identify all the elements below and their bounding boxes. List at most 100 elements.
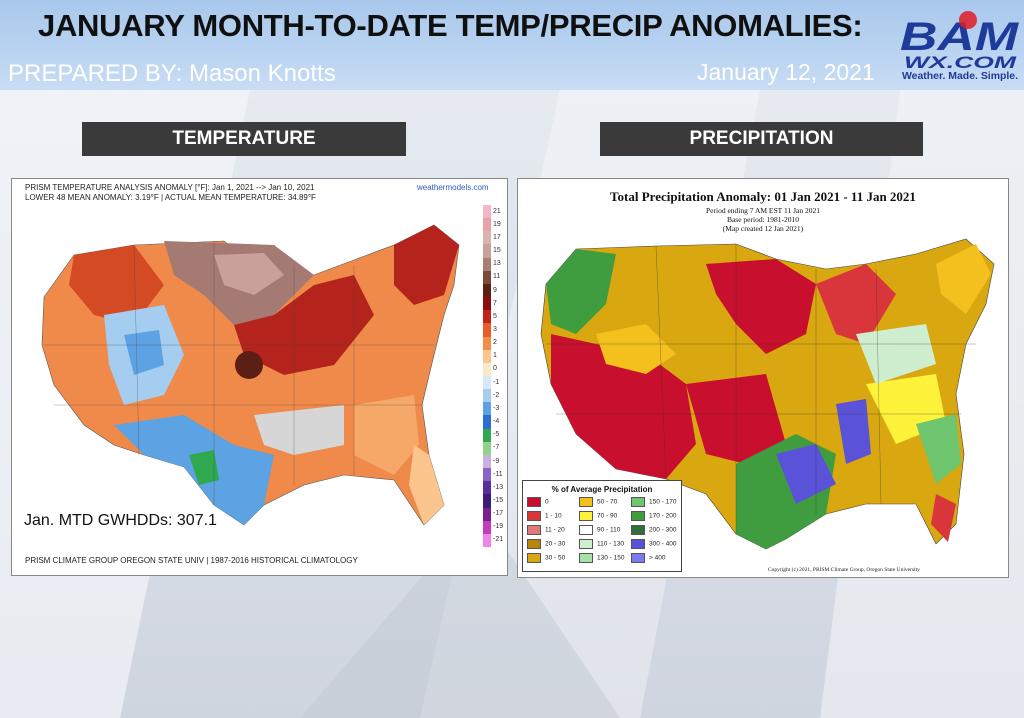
temp-scale-swatch bbox=[483, 454, 491, 469]
legend-label: 130 - 150 bbox=[597, 554, 625, 562]
temp-scale-swatch bbox=[483, 389, 491, 403]
temp-scale-swatch bbox=[483, 205, 491, 219]
legend-label: 110 - 130 bbox=[597, 540, 624, 548]
temp-scale-swatch bbox=[483, 310, 491, 324]
legend-items: 0 1 - 10 11 - 20 20 - 30 30 - 50 50 - 70 70 - … bbox=[523, 497, 681, 571]
legend-swatch bbox=[527, 553, 541, 563]
temp-scale-swatch bbox=[483, 244, 491, 259]
legend-title: % of Average Precipitation bbox=[551, 485, 653, 494]
legend-swatch bbox=[631, 511, 645, 521]
temp-scale-label: 9 bbox=[493, 286, 497, 294]
legend-label: 1 - 10 bbox=[545, 512, 562, 520]
temp-scale-label: -11 bbox=[493, 470, 503, 478]
temp-scale-label: -13 bbox=[493, 483, 504, 491]
legend-swatch bbox=[527, 525, 541, 535]
precip-sub2: Base period: 1981-2010 bbox=[726, 215, 800, 224]
legend-item: 70 - 90 bbox=[579, 511, 617, 521]
precip-map-title: Total Precipitation Anomaly: 01 Jan 2021… bbox=[610, 189, 916, 204]
legend-item: 300 - 400 bbox=[631, 539, 676, 549]
temp-scale-label: -4 bbox=[493, 418, 500, 426]
temp-scale-swatch bbox=[483, 297, 491, 311]
legend-swatch bbox=[579, 525, 593, 535]
legend-item: 200 - 300 bbox=[631, 525, 676, 535]
legend-label: 90 - 110 bbox=[597, 526, 621, 534]
temp-scale-label: 19 bbox=[493, 220, 501, 228]
legend-swatch bbox=[579, 539, 593, 549]
temp-scale-swatch bbox=[483, 349, 491, 364]
temp-scale-swatch bbox=[483, 231, 491, 245]
temp-scale-label: -9 bbox=[493, 457, 500, 465]
temp-map-footer: PRISM CLIMATE GROUP OREGON STATE UNIV | … bbox=[25, 556, 358, 565]
legend-item: 1 - 10 bbox=[527, 511, 562, 521]
gwhdd-annotation: Jan. MTD GWHDDs: 307.1 bbox=[24, 512, 217, 529]
temperature-panel: PRISM TEMPERATURE ANALYSIS ANOMALY [°F]:… bbox=[11, 178, 508, 576]
temp-scale-swatch bbox=[483, 323, 491, 338]
legend-label: 20 - 30 bbox=[545, 540, 566, 548]
legend-label: 300 - 400 bbox=[649, 540, 677, 548]
legend-item: 110 - 130 bbox=[579, 539, 624, 549]
temp-scale-swatch bbox=[483, 468, 491, 482]
legend-swatch bbox=[631, 497, 645, 507]
legend-swatch bbox=[631, 539, 645, 549]
temp-scale-label: 0 bbox=[493, 365, 497, 373]
temperature-color-scale: 21 19 17 15 13 11 9 7 5 3 2 1 0 -1 -2 -3 -4 -5 -7 -9 -11 -13-… bbox=[483, 205, 507, 548]
temp-scale-label: 3 bbox=[493, 325, 497, 333]
legend-item: 20 - 30 bbox=[527, 539, 565, 549]
legend-swatch bbox=[527, 539, 541, 549]
temp-scale-swatch bbox=[483, 376, 491, 390]
legend-label: 150 - 170 bbox=[649, 498, 677, 506]
legend-label: 200 - 300 bbox=[649, 526, 677, 534]
legend-swatch bbox=[579, 553, 593, 563]
precipitation-section-label: PRECIPITATION bbox=[600, 122, 923, 156]
header-banner: JANUARY MONTH-TO-DATE TEMP/PRECIP ANOMAL… bbox=[0, 0, 1024, 90]
legend-item: 0 bbox=[527, 497, 549, 507]
temp-scale-label: 1 bbox=[493, 352, 497, 360]
precip-sub1: Period ending 7 AM EST 11 Jan 2021 bbox=[706, 206, 820, 215]
source-tag: weathermodels.com bbox=[417, 183, 489, 192]
legend-label: 170 - 200 bbox=[649, 512, 677, 520]
temp-scale-label: -7 bbox=[493, 444, 500, 452]
legend-swatch bbox=[631, 553, 645, 563]
temp-scale-label: 21 bbox=[493, 207, 501, 215]
temp-scale-label: 11 bbox=[493, 273, 501, 281]
temp-scale-swatch bbox=[483, 270, 491, 285]
svg-text:Weather. Made. Simple.: Weather. Made. Simple. bbox=[902, 71, 1018, 82]
temp-scale-swatch bbox=[483, 428, 491, 443]
legend-label: 30 - 50 bbox=[545, 554, 566, 562]
legend-swatch bbox=[631, 525, 645, 535]
temp-map-title-line1: PRISM TEMPERATURE ANALYSIS ANOMALY [°F]:… bbox=[25, 183, 315, 192]
temp-scale-label: 15 bbox=[493, 247, 501, 255]
temp-scale-label: -3 bbox=[493, 404, 500, 412]
temp-scale-swatch bbox=[483, 520, 491, 535]
temp-scale-swatch bbox=[483, 415, 491, 430]
legend-item: 130 - 150 bbox=[579, 553, 624, 563]
temp-scale-label: -1 bbox=[493, 378, 500, 386]
temp-scale-swatch bbox=[483, 402, 491, 416]
temp-scale-label: 2 bbox=[493, 339, 497, 347]
precipitation-anomaly-map bbox=[540, 238, 995, 550]
legend-item: 150 - 170 bbox=[631, 497, 676, 507]
precip-sub3: (Map created 12 Jan 2021) bbox=[722, 224, 804, 233]
legend-item: > 400 bbox=[631, 553, 665, 563]
legend-label: 70 - 90 bbox=[597, 512, 618, 520]
bamwx-logo: BAM WX.COM Weather. Made. Simple. bbox=[900, 11, 1020, 82]
temp-scale-swatch bbox=[483, 507, 491, 522]
legend-label: > 400 bbox=[649, 554, 666, 562]
temp-scale-swatch bbox=[483, 481, 491, 495]
temp-scale-swatch bbox=[483, 533, 491, 548]
legend-label: 0 bbox=[545, 498, 549, 506]
temp-scale-swatch bbox=[483, 362, 491, 377]
temp-scale-swatch bbox=[483, 283, 491, 298]
temp-scale-label: 5 bbox=[493, 312, 497, 320]
temp-scale-swatch bbox=[483, 494, 491, 509]
temp-scale-label: -19 bbox=[493, 523, 504, 531]
temp-scale-label: -17 bbox=[493, 510, 504, 518]
legend-item: 30 - 50 bbox=[527, 553, 565, 563]
precipitation-legend: % of Average Precipitation 0 1 - 10 11 - 2… bbox=[522, 480, 682, 572]
legend-swatch bbox=[527, 511, 541, 521]
legend-item: 50 - 70 bbox=[579, 497, 617, 507]
temperature-section-label: TEMPERATURE bbox=[82, 122, 406, 156]
svg-text:WX.COM: WX.COM bbox=[904, 53, 1017, 72]
temp-scale-swatch bbox=[483, 441, 491, 456]
legend-item: 90 - 110 bbox=[579, 525, 620, 535]
